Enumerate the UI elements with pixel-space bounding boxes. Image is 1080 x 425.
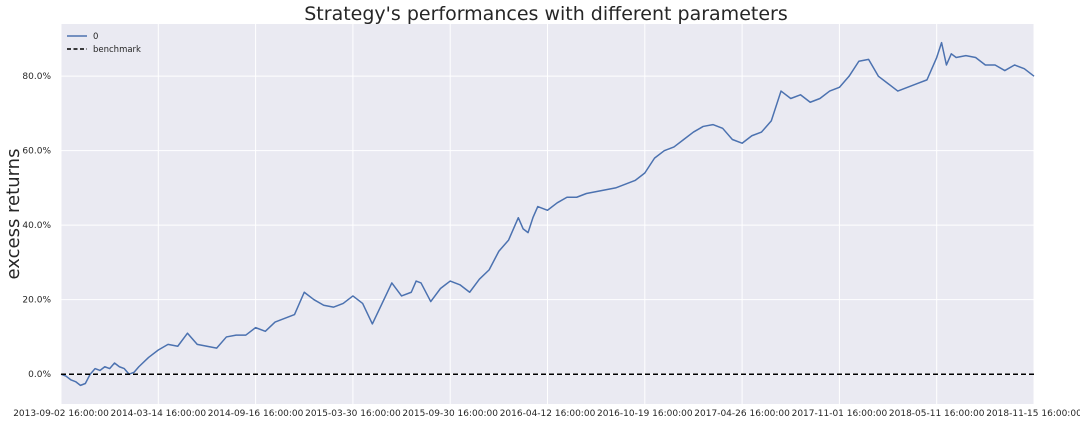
- legend-label-series-0: 0: [93, 32, 98, 42]
- x-tick-label: 2014-03-14 16:00:00: [111, 409, 207, 419]
- chart-title: Strategy's performances with different p…: [304, 3, 787, 25]
- x-tick-label: 2015-03-30 16:00:00: [305, 409, 401, 419]
- x-tick-label: 2017-11-01 16:00:00: [792, 409, 888, 419]
- x-tick-labels: 2013-09-02 16:00:00 2014-03-14 16:00:00 20…: [13, 409, 1080, 419]
- legend-label-benchmark: benchmark: [93, 45, 141, 55]
- y-tick-labels: 0.0% 20.0% 40.0% 60.0% 80.0%: [22, 72, 51, 380]
- y-tick-label: 60.0%: [22, 147, 51, 157]
- x-tick-label: 2016-10-19 16:00:00: [597, 409, 693, 419]
- y-tick-label: 80.0%: [22, 72, 51, 82]
- x-tick-label: 2015-09-30 16:00:00: [402, 409, 498, 419]
- y-tick-label: 0.0%: [28, 370, 51, 380]
- series-lines: [60, 41, 1035, 387]
- y-tick-label: 40.0%: [22, 221, 51, 231]
- x-tick-label: 2016-04-12 16:00:00: [500, 409, 596, 419]
- x-tick-label: 2018-11-15 16:00:00: [986, 409, 1080, 419]
- x-tick-label: 2013-09-02 16:00:00: [13, 409, 109, 419]
- x-tick-label: 2014-09-16 16:00:00: [208, 409, 304, 419]
- legend: 0 benchmark: [67, 32, 141, 55]
- y-tick-label: 20.0%: [22, 296, 51, 306]
- x-tick-label: 2018-05-11 16:00:00: [889, 409, 985, 419]
- series-0-line: [60, 41, 1035, 387]
- x-tick-label: 2017-04-26 16:00:00: [694, 409, 790, 419]
- y-axis-label: excess returns: [3, 149, 24, 280]
